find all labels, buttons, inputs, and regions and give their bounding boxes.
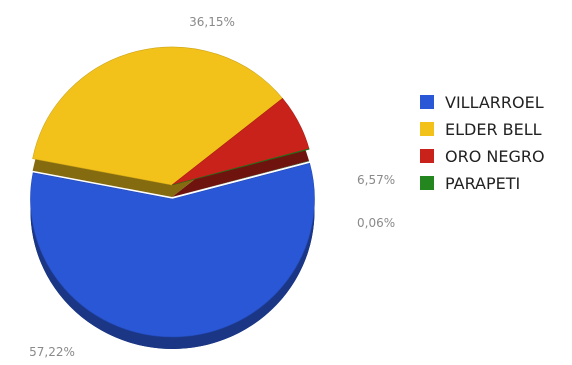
- pie-percentage-labels: 57,22% 36,15% 6,57% 0,06%: [29, 15, 395, 359]
- pie-slice-parapeti: [171, 148, 310, 186]
- legend-swatch-parapeti: [420, 176, 434, 190]
- legend: VILLARROEL ELDER BELL ORO NEGRO PARAPETI: [420, 93, 545, 193]
- pie-slice-bottom-parapeti: [172, 160, 310, 197]
- legend-swatch-villarroel: [420, 95, 434, 109]
- legend-label-parapeti: PARAPETI: [445, 174, 520, 193]
- pie-label-oro-negro: 6,57%: [357, 173, 395, 187]
- pie-label-villarroel: 57,22%: [29, 345, 75, 359]
- pie-label-elder-bell: 36,15%: [189, 15, 235, 29]
- pie-label-parapeti: 0,06%: [357, 216, 395, 230]
- pie-top-layer: [30, 46, 315, 338]
- legend-label-elder-bell: ELDER BELL: [445, 120, 542, 139]
- legend-swatch-elder-bell: [420, 122, 434, 136]
- pie-slice-elder-bell: [32, 46, 283, 186]
- legend-swatch-oro-negro: [420, 149, 434, 163]
- pie-slice-villarroel: [30, 162, 315, 338]
- legend-label-villarroel: VILLARROEL: [445, 93, 544, 112]
- legend-label-oro-negro: ORO NEGRO: [445, 147, 545, 166]
